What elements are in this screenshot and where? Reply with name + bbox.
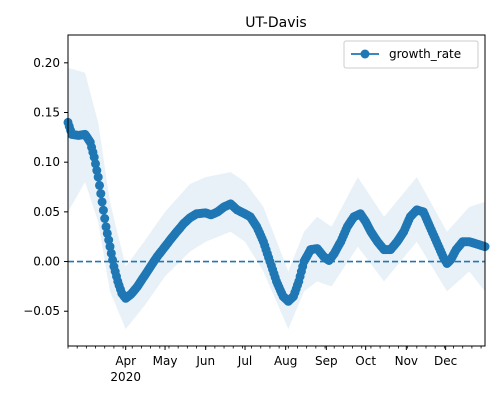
x-tick-label: May bbox=[153, 354, 178, 368]
y-tick-label: 0.00 bbox=[33, 255, 60, 269]
confidence-band bbox=[68, 67, 485, 330]
x-tick-label: Jun bbox=[195, 354, 215, 368]
x-tick-label: Jul bbox=[237, 354, 252, 368]
x-tick-label: Sep bbox=[315, 354, 338, 368]
axes: 0.20 0.15 0.10 0.05 0.00 −0.05 Apr 2020 May Jun Ju… bbox=[23, 34, 486, 384]
legend-box bbox=[343, 40, 479, 69]
data-point bbox=[96, 189, 106, 199]
legend-label: growth_rate bbox=[389, 47, 461, 61]
data-point bbox=[98, 205, 108, 215]
x-tick-label: Dec bbox=[434, 354, 457, 368]
y-tick-label: −0.05 bbox=[23, 304, 60, 318]
x-tick-label: Aug bbox=[274, 354, 297, 368]
x-tick-year-label: 2020 bbox=[110, 370, 141, 384]
legend: growth_rate bbox=[343, 40, 479, 69]
axes-frame bbox=[67, 34, 486, 347]
chart-title: UT-Davis bbox=[245, 15, 306, 31]
y-tick-label: 0.05 bbox=[33, 205, 60, 219]
y-tick-label: 0.20 bbox=[33, 56, 60, 70]
legend-marker bbox=[360, 49, 370, 59]
data-point bbox=[97, 197, 107, 207]
y-tick-label: 0.15 bbox=[33, 106, 60, 120]
y-tick-label: 0.10 bbox=[33, 155, 60, 169]
x-tick-label: Oct bbox=[355, 354, 376, 368]
plot-area bbox=[63, 67, 490, 330]
x-tick-label: Apr bbox=[115, 354, 136, 368]
data-point bbox=[105, 242, 115, 252]
x-tick-label: Nov bbox=[395, 354, 418, 368]
data-point bbox=[93, 172, 103, 182]
data-point bbox=[91, 159, 100, 169]
data-point bbox=[95, 180, 104, 190]
data-point bbox=[100, 214, 110, 223]
